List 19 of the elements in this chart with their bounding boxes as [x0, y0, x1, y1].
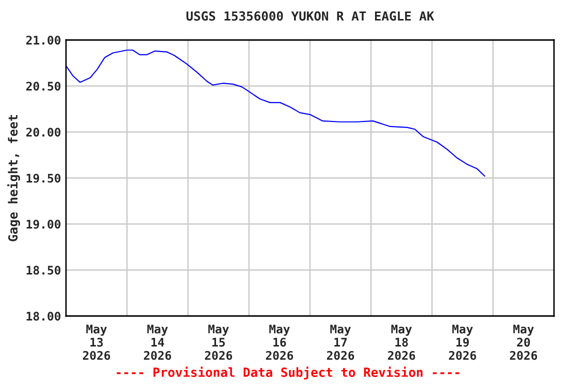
- y-tick-label: 19.50: [26, 174, 60, 183]
- x-tick-label: May 18 2026: [388, 324, 416, 360]
- x-tick-label: May 13 2026: [82, 324, 110, 360]
- y-tick-label: 20.50: [26, 82, 60, 91]
- y-tick-label: 19.00: [26, 220, 60, 229]
- line-series: [66, 50, 486, 177]
- x-tick-label: May 17 2026: [326, 324, 354, 360]
- x-tick-label: May 15 2026: [204, 324, 232, 360]
- x-tick-label: May 20 2026: [510, 324, 538, 360]
- x-tick-label: May 16 2026: [266, 324, 294, 360]
- chart-title: USGS 15356000 YUKON R AT EAGLE AK: [186, 11, 434, 21]
- y-tick-label: 21.00: [26, 36, 60, 45]
- text: ---- Provisional Data Subject to Revision ----: [116, 366, 460, 380]
- y-tick-label: 18.00: [26, 312, 60, 321]
- x-tick-label: May 19 2026: [448, 324, 476, 360]
- y-tick-label: 20.00: [26, 128, 60, 137]
- y-tick-label: 18.50: [26, 266, 60, 275]
- y-axis-title: Gage height, feet: [7, 115, 20, 242]
- x-tick-label: May 14 2026: [144, 324, 172, 360]
